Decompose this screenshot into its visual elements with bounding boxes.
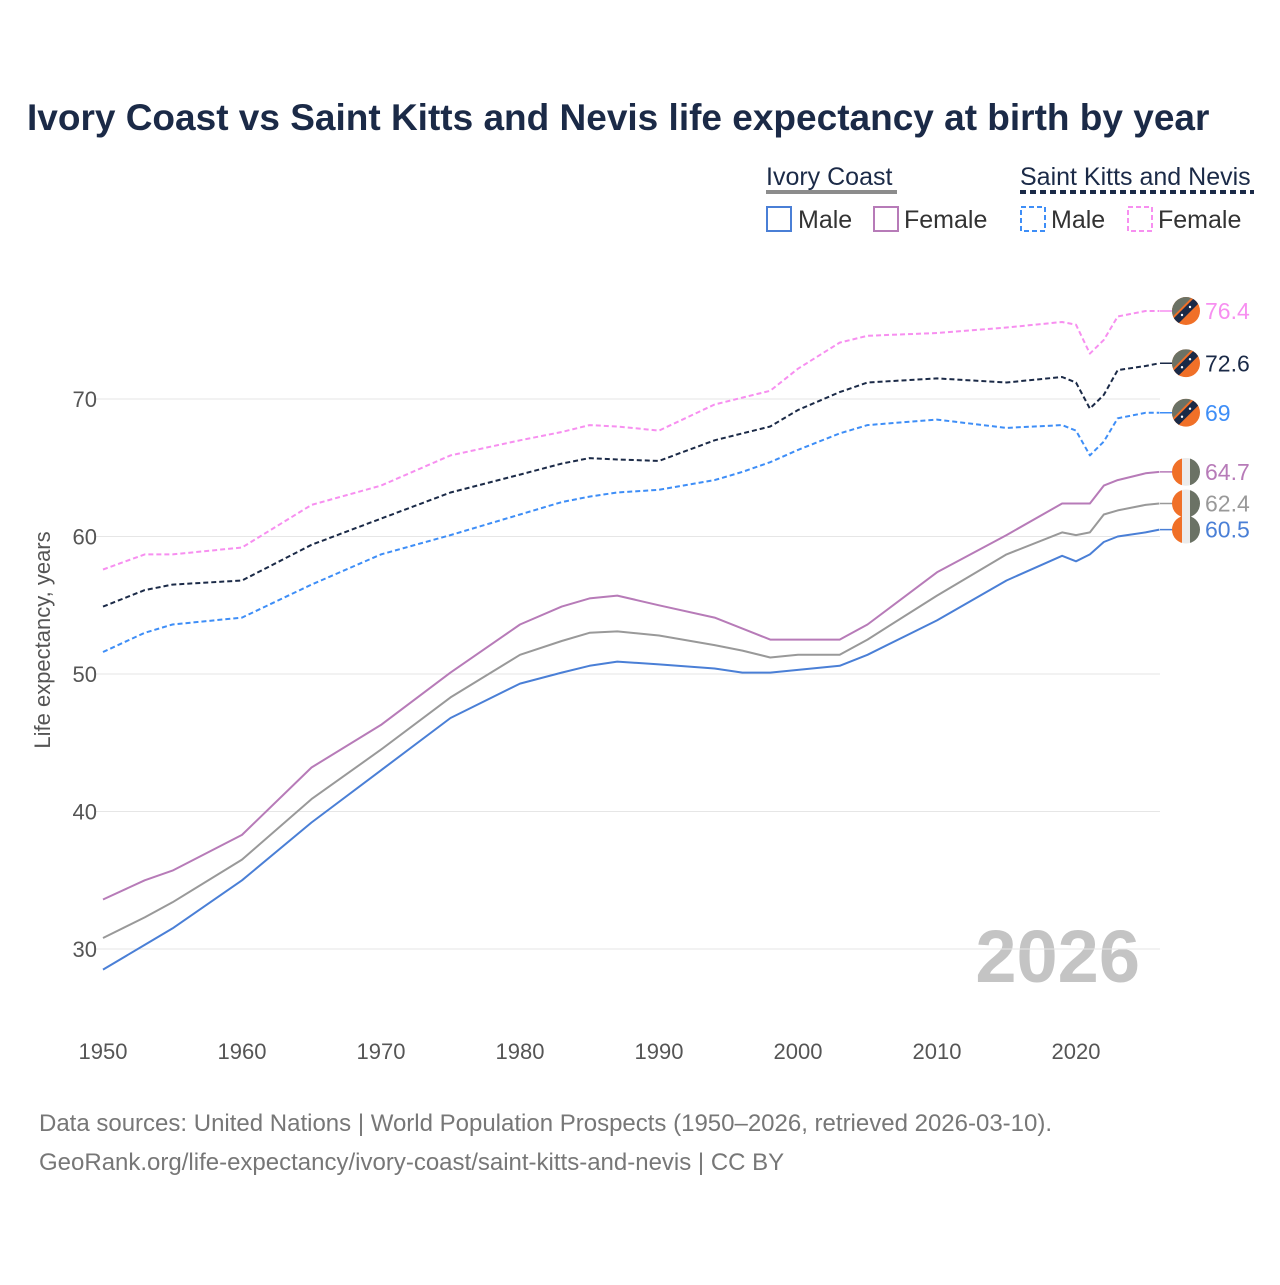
ivory-coast-flag-icon: [1172, 457, 1200, 486]
series-line-saint-kitts-and-nevis: [102, 362, 1160, 608]
legend: Ivory Coast Male Female Saint Kitts and …: [766, 163, 1254, 234]
series-line-ivory-coast-male: [102, 528, 1160, 971]
legend-group-skn: Saint Kitts and Nevis: [1020, 163, 1251, 191]
y-axis-label: Life expectancy, years: [30, 531, 55, 748]
ivory-coast-flag-icon: [1172, 515, 1200, 544]
saint-kitts-flag-icon: [1172, 349, 1200, 378]
legend-ic-female-label: Female: [904, 206, 987, 234]
legend-ic-male-label: Male: [798, 206, 852, 234]
x-tick-label: 1980: [496, 1039, 545, 1064]
y-tick-label: 30: [73, 937, 97, 962]
series-line-saint-kitts-and-nevis-female: [102, 310, 1160, 571]
x-tick-label: 2020: [1052, 1039, 1101, 1064]
end-value-label: 62.4: [1205, 491, 1250, 517]
y-tick-label: 50: [73, 662, 97, 687]
ivory-coast-flag-icon: [1172, 489, 1200, 518]
y-tick-label: 70: [73, 387, 97, 412]
x-tick-label: 2000: [774, 1039, 823, 1064]
footer-url: GeoRank.org/life-expectancy/ivory-coast/…: [39, 1149, 784, 1176]
end-value-label: 64.7: [1205, 459, 1250, 485]
legend-skn-male-swatch: [1020, 206, 1046, 232]
end-value-label: 76.4: [1205, 298, 1250, 324]
series-line-saint-kitts-and-nevis-male: [102, 411, 1160, 653]
x-tick-label: 1990: [635, 1039, 684, 1064]
x-tick-label: 1970: [357, 1039, 406, 1064]
series-line-ivory-coast: [102, 502, 1160, 939]
x-tick-label: 1960: [218, 1039, 267, 1064]
end-value-label: 69: [1205, 400, 1231, 426]
y-tick-label: 60: [73, 525, 97, 550]
legend-skn-male-label: Male: [1051, 206, 1105, 234]
footer-source: Data sources: United Nations | World Pop…: [39, 1110, 1052, 1137]
series-line-ivory-coast-female: [102, 470, 1160, 901]
saint-kitts-flag-icon: [1172, 398, 1200, 427]
end-value-label: 60.5: [1205, 517, 1250, 543]
chart-title: Ivory Coast vs Saint Kitts and Nevis lif…: [27, 97, 1209, 138]
x-tick-label: 2010: [913, 1039, 962, 1064]
saint-kitts-flag-icon: [1172, 297, 1200, 325]
legend-group-ivory-coast: Ivory Coast: [766, 163, 892, 191]
y-tick-label: 40: [73, 800, 97, 825]
legend-skn-female-swatch: [1127, 206, 1153, 232]
end-value-label: 72.6: [1205, 350, 1250, 376]
legend-ic-male-swatch: [766, 206, 792, 232]
legend-ic-female-swatch: [873, 206, 899, 232]
year-watermark: 2026: [975, 915, 1140, 998]
legend-skn-female-label: Female: [1158, 206, 1241, 234]
x-tick-label: 1950: [79, 1039, 128, 1064]
